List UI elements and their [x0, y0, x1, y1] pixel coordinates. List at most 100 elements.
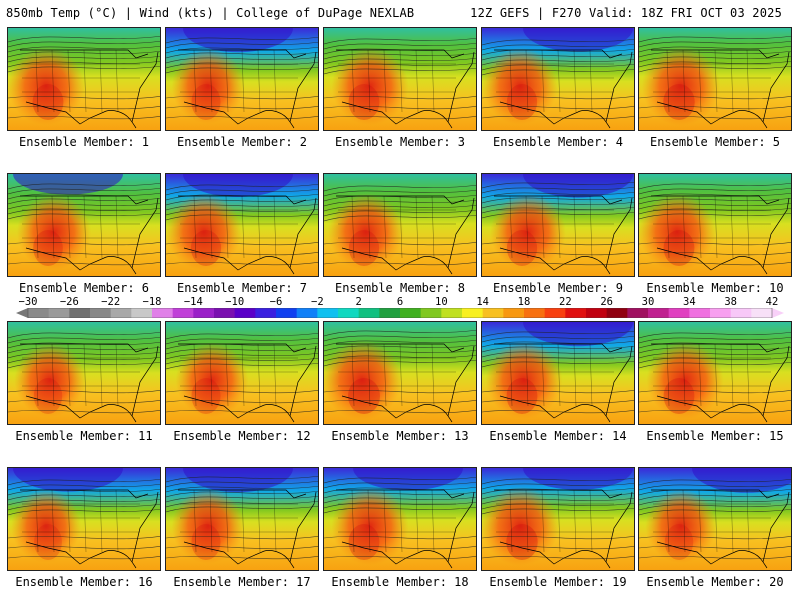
- ensemble-panel: Ensemble Member: 6: [7, 173, 161, 295]
- ensemble-panel: Ensemble Member: 8: [323, 173, 477, 295]
- ensemble-member-map[interactable]: [638, 467, 792, 571]
- ensemble-member-label: Ensemble Member: 5: [649, 135, 781, 149]
- temperature-wind-map: [482, 174, 634, 276]
- temperature-wind-map: [482, 322, 634, 424]
- colorbar-swatch: [379, 308, 401, 318]
- ensemble-member-map[interactable]: [481, 467, 635, 571]
- ensemble-member-label: Ensemble Member: 4: [492, 135, 624, 149]
- ensemble-panel: Ensemble Member: 7: [165, 173, 319, 295]
- colorbar-swatch: [234, 308, 256, 318]
- temperature-wind-map: [8, 468, 160, 570]
- ensemble-member-map[interactable]: [7, 321, 161, 425]
- colorbar-swatch: [152, 308, 174, 318]
- colorbar-swatch: [400, 308, 422, 318]
- ensemble-member-label: Ensemble Member: 11: [15, 429, 153, 443]
- colorbar-tick-label: −2: [311, 296, 324, 308]
- ensemble-member-map[interactable]: [165, 467, 319, 571]
- ensemble-panel: Ensemble Member: 20: [638, 467, 792, 589]
- ensemble-member-label: Ensemble Member: 6: [18, 281, 150, 295]
- temperature-wind-map: [324, 468, 476, 570]
- ensemble-member-map[interactable]: [7, 467, 161, 571]
- colorbar-tick-label: 30: [641, 296, 655, 308]
- ensemble-member-map[interactable]: [323, 467, 477, 571]
- ensemble-member-map[interactable]: [165, 321, 319, 425]
- colorbar-tick-label: 34: [683, 296, 696, 308]
- temperature-wind-map: [166, 28, 318, 130]
- ensemble-member-label: Ensemble Member: 8: [334, 281, 466, 295]
- ensemble-member-map[interactable]: [481, 321, 635, 425]
- ensemble-panel: Ensemble Member: 19: [481, 467, 635, 589]
- temperature-wind-map: [324, 174, 476, 276]
- temperature-wind-map: [482, 468, 634, 570]
- colorbar-tick-labels: −30 −26 −22 −18 −14 −10 −6 −2 2 6 10 14 18 22 26 30 34 38…: [8, 296, 792, 308]
- ensemble-member-label: Ensemble Member: 16: [15, 575, 153, 589]
- ensemble-member-map[interactable]: [165, 27, 319, 131]
- colorbar-swatch: [317, 308, 339, 318]
- temperature-wind-map: [8, 174, 160, 276]
- ensemble-member-map[interactable]: [323, 321, 477, 425]
- ensemble-member-map[interactable]: [481, 173, 635, 277]
- colorbar-swatch: [172, 308, 194, 318]
- ensemble-member-map[interactable]: [7, 27, 161, 131]
- colorbar-tick-label: 14: [476, 296, 489, 308]
- colorbar-swatch: [544, 308, 566, 318]
- temperature-wind-map: [639, 322, 791, 424]
- ensemble-member-map[interactable]: [7, 173, 161, 277]
- colorbar-tick-label: 10: [435, 296, 448, 308]
- colorbar-swatch: [214, 308, 236, 318]
- ensemble-panel: Ensemble Member: 13: [323, 321, 477, 443]
- ensemble-member-label: Ensemble Member: 7: [176, 281, 308, 295]
- ensemble-member-label: Ensemble Member: 18: [331, 575, 469, 589]
- colorbar-tick-label: 22: [559, 296, 572, 308]
- ensemble-member-map[interactable]: [481, 27, 635, 131]
- colorbar-tick-label: 18: [517, 296, 531, 308]
- colorbar-tick-label: −30: [18, 296, 38, 308]
- colorbar-swatch: [69, 308, 91, 318]
- ensemble-member-label: Ensemble Member: 17: [173, 575, 311, 589]
- colorbar-swatch: [358, 308, 380, 318]
- ensemble-member-map[interactable]: [638, 27, 792, 131]
- ensemble-member-label: Ensemble Member: 13: [331, 429, 469, 443]
- temperature-wind-map: [166, 174, 318, 276]
- ensemble-member-label: Ensemble Member: 14: [489, 429, 627, 443]
- temperature-wind-map: [8, 28, 160, 130]
- colorbar-tick-label: 38: [724, 296, 737, 308]
- ensemble-member-map[interactable]: [638, 321, 792, 425]
- colorbar-swatch: [90, 308, 112, 318]
- colorbar-swatch: [255, 308, 277, 318]
- ensemble-panel: Ensemble Member: 4: [481, 27, 635, 149]
- colorbar-tick-label: 6: [396, 296, 404, 308]
- colorbar-swatch: [110, 308, 132, 318]
- temperature-wind-map: [8, 322, 160, 424]
- ensemble-panel: Ensemble Member: 12: [165, 321, 319, 443]
- ensemble-panel: Ensemble Member: 1: [7, 27, 161, 149]
- temperature-wind-map: [639, 468, 791, 570]
- colorbar-tick-label: −6: [269, 296, 283, 308]
- ensemble-member-label: Ensemble Member: 20: [646, 575, 784, 589]
- ensemble-member-map[interactable]: [323, 27, 477, 131]
- colorbar-tick-label: −18: [142, 296, 162, 308]
- ensemble-member-map[interactable]: [323, 173, 477, 277]
- ensemble-member-label: Ensemble Member: 15: [646, 429, 784, 443]
- temperature-wind-map: [639, 28, 791, 130]
- colorbar-swatch: [689, 308, 711, 318]
- colorbar-swatch: [193, 308, 215, 318]
- ensemble-member-label: Ensemble Member: 19: [489, 575, 627, 589]
- colorbar-swatch: [131, 308, 153, 318]
- ensemble-member-map[interactable]: [638, 173, 792, 277]
- ensemble-panel: Ensemble Member: 18: [323, 467, 477, 589]
- colorbar-swatch: [338, 308, 360, 318]
- colorbar-swatch: [730, 308, 752, 318]
- ensemble-panel: Ensemble Member: 2: [165, 27, 319, 149]
- colorbar-tick-label: 42: [765, 296, 779, 308]
- ensemble-member-map[interactable]: [165, 173, 319, 277]
- colorbar-swatch: [710, 308, 732, 318]
- ensemble-member-label: Ensemble Member: 3: [334, 135, 466, 149]
- ensemble-member-label: Ensemble Member: 9: [492, 281, 624, 295]
- ensemble-panel: Ensemble Member: 11: [7, 321, 161, 443]
- temperature-wind-map: [166, 322, 318, 424]
- ensemble-panel: Ensemble Member: 14: [481, 321, 635, 443]
- colorbar-swatch: [482, 308, 504, 318]
- ensemble-panel: Ensemble Member: 15: [638, 321, 792, 443]
- temperature-wind-map: [324, 28, 476, 130]
